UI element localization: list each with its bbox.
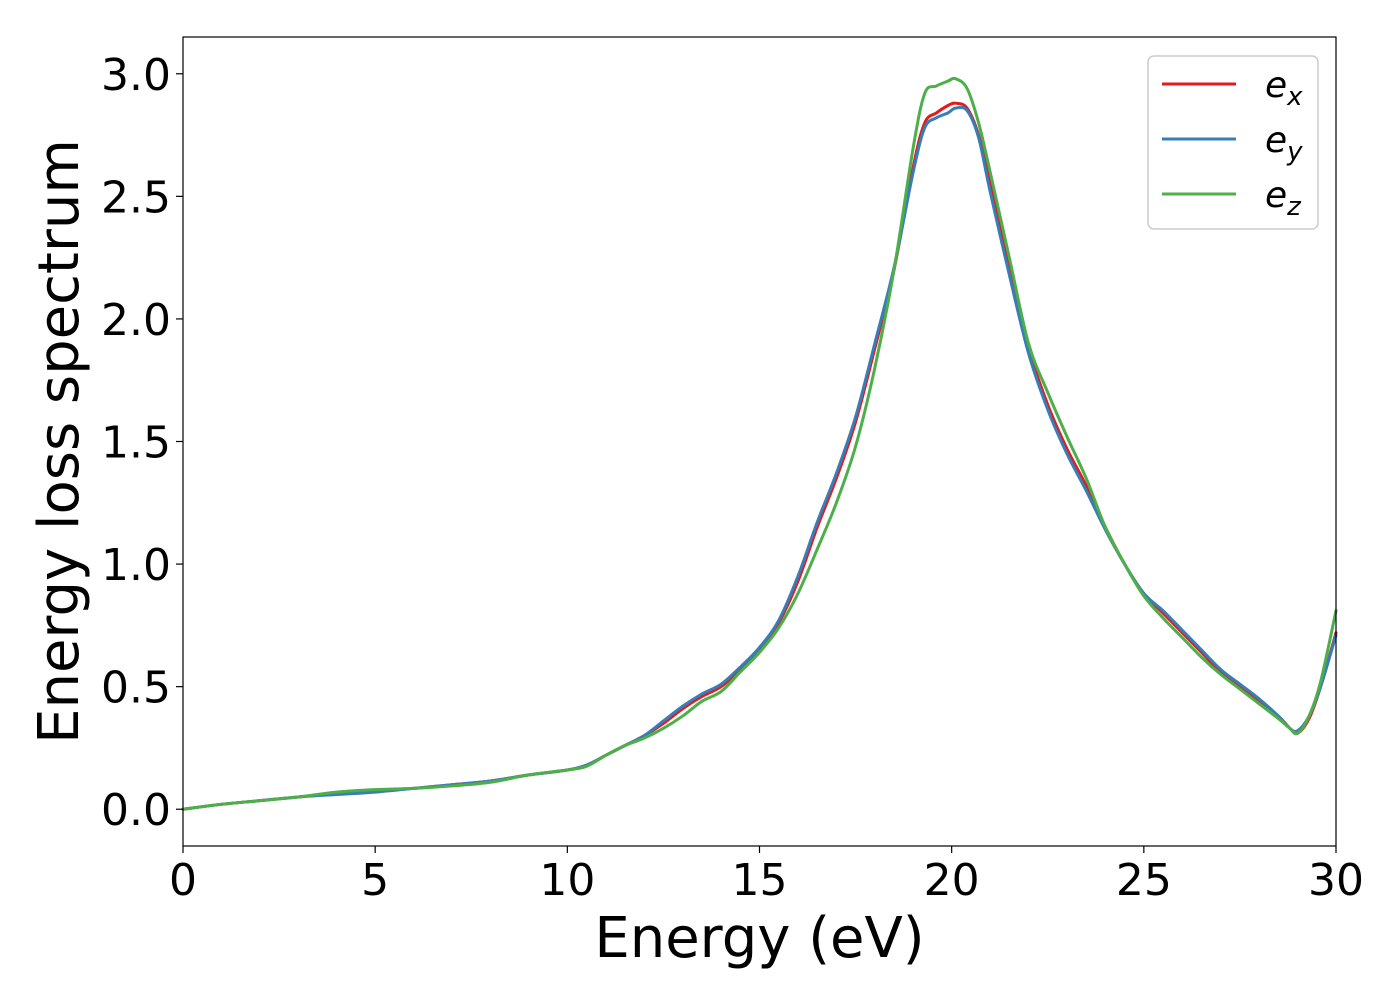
y-tick-label: 0.0	[101, 785, 171, 836]
y-tick-label: 0.5	[101, 663, 171, 714]
legend-frame	[1147, 55, 1319, 230]
x-tick-label: 15	[732, 855, 788, 906]
legend-items: ex ey ez	[1162, 65, 1303, 222]
y-tick-label: 1.5	[101, 418, 171, 469]
legend-label-e-x: ex	[1265, 65, 1303, 112]
x-axis: 0 5 10 15 20 25 30	[169, 846, 1364, 906]
x-axis-label: Energy (eV)	[594, 906, 924, 971]
legend: ex ey ez	[1147, 55, 1319, 230]
y-tick-label: 2.5	[101, 172, 171, 223]
legend-label-e-y: ey	[1265, 120, 1303, 167]
x-tick-label: 10	[539, 855, 595, 906]
x-tick-label: 20	[924, 855, 980, 906]
x-tick-label: 30	[1308, 855, 1364, 906]
y-tick-label: 3.0	[101, 50, 171, 101]
y-axis-label: Energy loss spectrum	[27, 139, 92, 744]
x-tick-label: 5	[361, 855, 389, 906]
x-tick-label: 25	[1116, 855, 1172, 906]
x-tick-label: 0	[169, 855, 197, 906]
y-tick-label: 1.0	[101, 540, 171, 591]
series-layer	[181, 76, 1338, 811]
y-tick-label: 2.0	[101, 295, 171, 346]
legend-label-e-z: ez	[1265, 175, 1302, 222]
series-line-e-z	[181, 76, 1338, 811]
y-axis: 0.0 0.5 1.0 1.5 2.0 2.5 3.0	[101, 50, 183, 836]
plot-area	[183, 37, 1336, 846]
